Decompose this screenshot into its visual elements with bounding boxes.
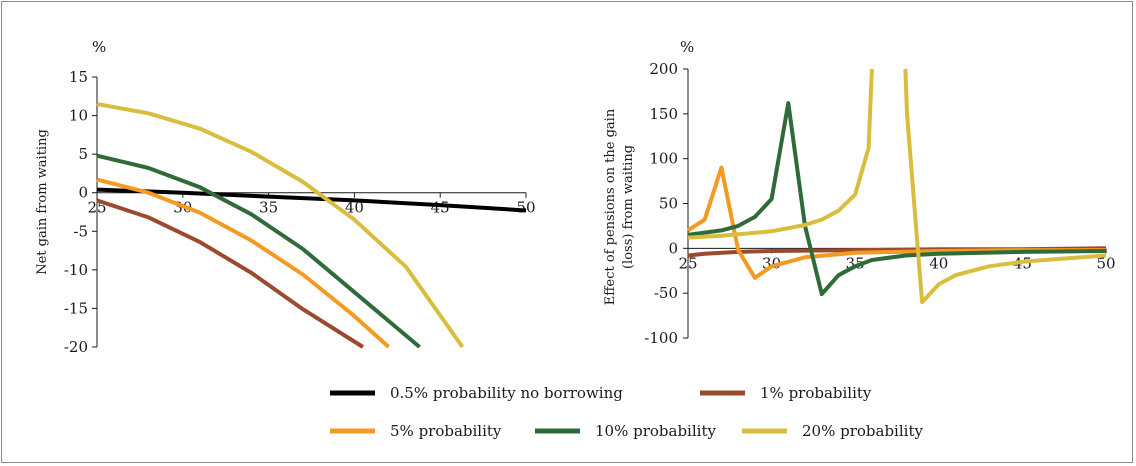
legend-label-s5: 5% probability: [390, 422, 502, 440]
right-y-axis-label-line1: Effect of pensions on the gain: [603, 108, 618, 305]
chart-legend: 0.5% probability no borrowing 1% probabil…: [330, 384, 923, 440]
left-y-tick-label: 0: [78, 184, 88, 202]
right-y-tick-label: 0: [668, 239, 678, 257]
left-x-tick-label: 35: [259, 199, 278, 217]
right-y-tick-label: -100: [644, 329, 678, 347]
left-y-tick-label: 5: [78, 145, 88, 163]
right-series-line-s5: [686, 165, 1106, 280]
right-x-tick-label: 40: [929, 254, 948, 272]
left-series-line-s05: [96, 187, 527, 213]
legend-label-s10: 10% probability: [595, 422, 716, 440]
left-x-tick-label: 40: [345, 199, 364, 217]
legend-label-s20: 20% probability: [802, 422, 923, 440]
right-x-tick-label: 50: [1096, 254, 1115, 272]
left-unit-label: %: [92, 38, 106, 56]
right-x-tick-label: 25: [678, 254, 697, 272]
legend-label-s05: 0.5% probability no borrowing: [390, 384, 623, 402]
left-series-line-s5: [96, 177, 391, 349]
right-chart-panel: % Effect of pensions on the gain (loss) …: [603, 38, 1116, 347]
left-y-tick-label: -15: [64, 299, 88, 317]
right-y-tick-label: 200: [649, 60, 678, 78]
left-y-axis-label: Net gain from waiting: [35, 129, 50, 275]
right-y-tick-label: 150: [649, 105, 678, 123]
right-y-tick-label: 100: [649, 150, 678, 168]
left-chart-panel: % Net gain from waiting 151050-5-10-15-2…: [35, 38, 536, 356]
legend-label-s1: 1% probability: [760, 384, 872, 402]
left-y-tick-label: 15: [69, 68, 88, 86]
left-y-tick-label: -5: [73, 222, 88, 240]
right-y-axis-label-line2: (loss) from waiting: [621, 145, 636, 269]
left-x-tick-label: 50: [516, 199, 535, 217]
left-series-line-s20: [96, 102, 465, 349]
right-series-line-s10: [687, 101, 1107, 297]
left-x-tick-label: 45: [431, 199, 450, 217]
left-series-line-s1: [96, 198, 365, 349]
right-y-tick-label: 50: [659, 195, 678, 213]
right-unit-label: %: [680, 38, 694, 56]
right-series-line-s20: [687, 68, 1107, 305]
right-y-tick-label: -50: [654, 284, 678, 302]
left-series-line-s10: [96, 153, 421, 349]
left-y-tick-label: 10: [69, 107, 88, 125]
left-y-tick-label: -20: [64, 338, 88, 356]
left-y-tick-label: -10: [64, 261, 88, 279]
